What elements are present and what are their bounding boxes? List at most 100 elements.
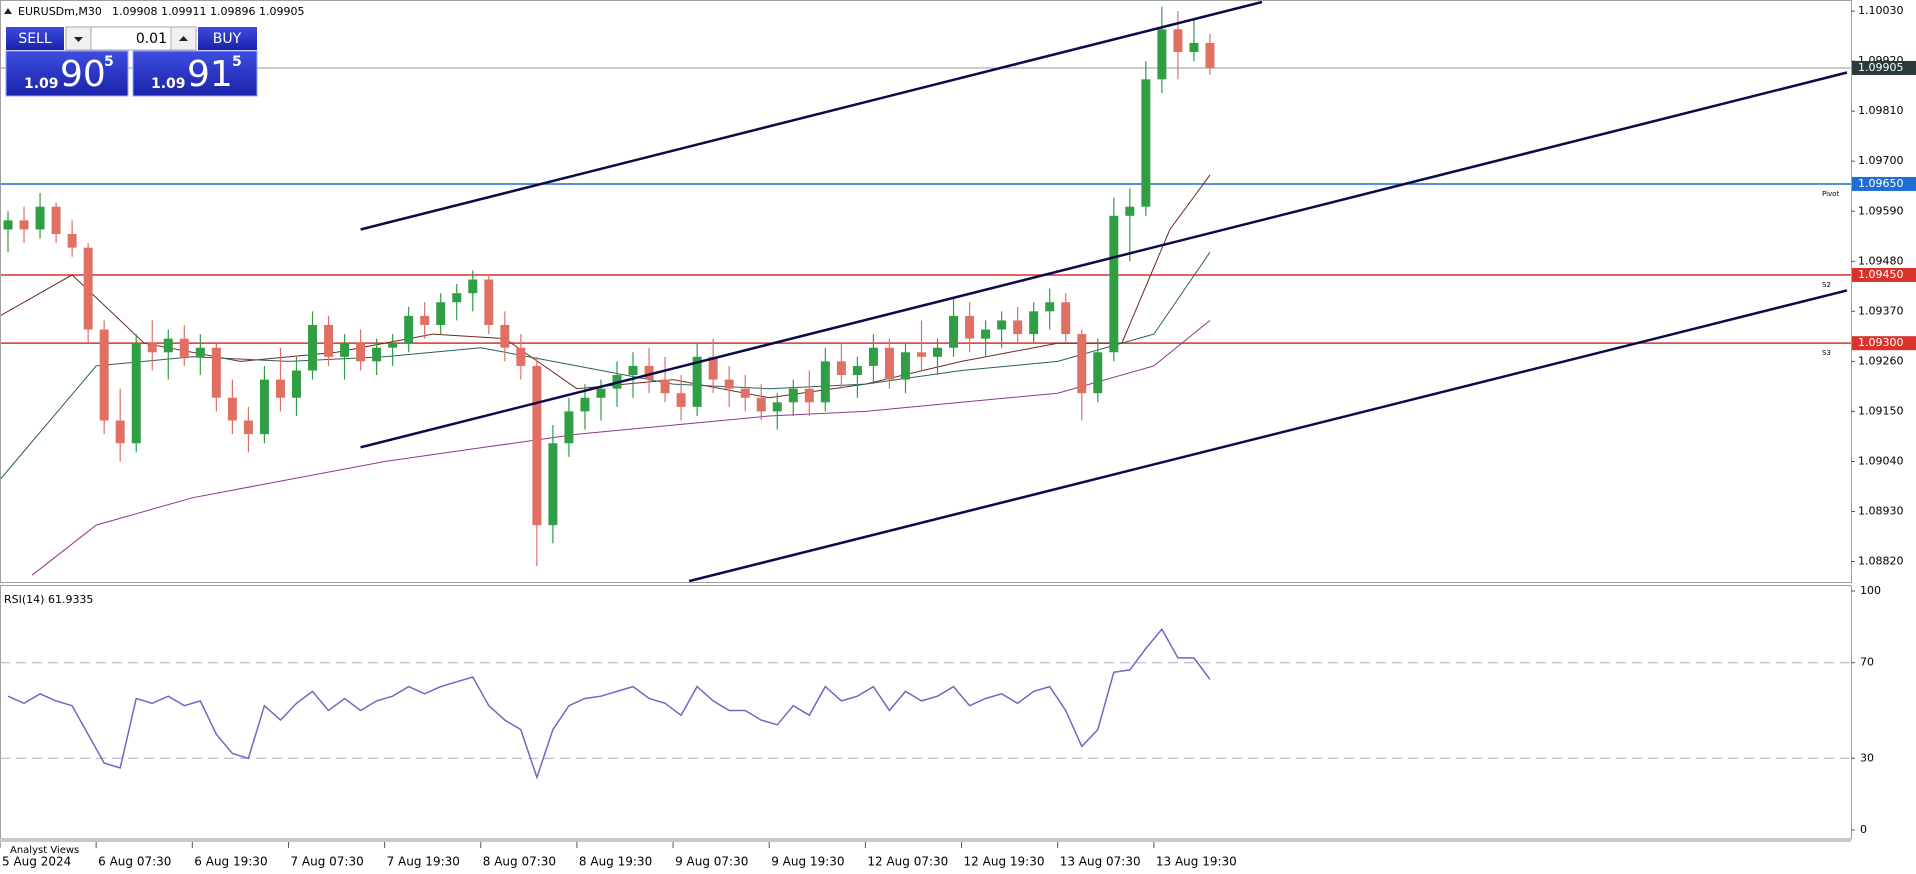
rsi-panel — [0, 585, 1852, 839]
candle-body — [965, 315, 975, 339]
candle-body — [243, 420, 253, 435]
trendline — [360, 71, 1848, 449]
candle-body — [372, 347, 382, 362]
candle-body — [259, 379, 269, 435]
candle-body — [1157, 29, 1167, 80]
candle-body — [997, 320, 1007, 330]
rsi-plot — [1, 627, 1851, 780]
y-tick-label: 1.09260 — [1858, 354, 1904, 367]
y-tick-label: 1.08930 — [1858, 504, 1904, 517]
candle-body — [500, 324, 510, 348]
y-tick-label: 1.09480 — [1858, 254, 1904, 267]
candle-body — [356, 343, 366, 362]
candle-body — [1077, 334, 1087, 394]
candle-body — [596, 388, 606, 398]
x-tick-label: 7 Aug 19:30 — [387, 855, 460, 869]
candle-body — [724, 379, 734, 389]
candle-body — [1173, 29, 1183, 53]
candle-body — [628, 365, 638, 376]
candle-body — [3, 220, 13, 230]
bid-big: 90 — [60, 54, 106, 95]
panel-separator — [0, 838, 1851, 842]
sell-button[interactable] — [6, 27, 64, 50]
candle-body — [420, 315, 430, 325]
trendline — [688, 289, 1848, 582]
buy-label[interactable]: BUY — [213, 31, 242, 47]
collapse-icon[interactable] — [4, 8, 12, 14]
x-tick-label: 12 Aug 07:30 — [867, 855, 948, 869]
bid-prefix: 1.09 — [24, 76, 59, 92]
candle-body — [147, 343, 157, 353]
candle-body — [1205, 42, 1215, 68]
axes: 1.100301.099201.098101.097001.095901.094… — [0, 4, 1916, 869]
rsi-tick-label: 70 — [1860, 656, 1874, 669]
candle-body — [35, 206, 45, 230]
y-tick-label: 1.09040 — [1858, 454, 1904, 467]
main-panel — [0, 0, 1852, 583]
candle-body — [756, 397, 766, 412]
sell-label[interactable]: SELL — [18, 31, 52, 47]
ask-box[interactable] — [132, 50, 258, 97]
x-tick-label: 6 Aug 19:30 — [194, 855, 267, 869]
candle-body — [1093, 352, 1103, 394]
y-tick-label: 1.10030 — [1858, 4, 1904, 17]
candle-body — [949, 315, 959, 348]
x-tick-label: 13 Aug 19:30 — [1156, 855, 1237, 869]
rsi-title: RSI(14) 61.9335 — [4, 593, 93, 606]
candle-body — [900, 352, 910, 380]
y-tick-label: 1.09590 — [1858, 204, 1904, 217]
y-tick-label: 1.09150 — [1858, 404, 1904, 417]
moving-average — [31, 320, 1211, 576]
x-tick-label: 13 Aug 07:30 — [1060, 855, 1141, 869]
level-name: S3 — [1822, 349, 1831, 357]
analyst-tab[interactable]: Analyst Views — [10, 845, 79, 856]
candle-body — [211, 347, 221, 398]
bid-box[interactable] — [5, 50, 129, 97]
candle-body — [404, 315, 414, 344]
symbol: EURUSDm,M30 — [18, 5, 102, 18]
candle-body — [708, 356, 718, 380]
main-plot: Pivot S2 S3 — [1, 1, 1851, 582]
candle-body — [564, 411, 574, 444]
level-box — [1852, 336, 1916, 351]
x-tick-label: 9 Aug 19:30 — [771, 855, 844, 869]
x-tick-label: 12 Aug 19:30 — [964, 855, 1045, 869]
candle-body — [1141, 79, 1151, 207]
candle-body — [660, 379, 670, 394]
level-box — [1852, 176, 1916, 191]
x-tick-label: 8 Aug 07:30 — [483, 855, 556, 869]
candle-body — [804, 388, 814, 403]
level-label: 1.09650 — [1858, 177, 1904, 190]
buy-button[interactable] — [198, 27, 257, 50]
candle-body — [772, 402, 782, 412]
candle-body — [852, 365, 862, 376]
candle-body — [179, 338, 189, 357]
candle-body — [868, 347, 878, 366]
y-tick-label: 1.09700 — [1858, 154, 1904, 167]
candle-body — [1045, 302, 1055, 312]
level-label: 1.09300 — [1858, 336, 1904, 349]
candle-body — [933, 347, 943, 357]
candle-body — [820, 361, 830, 403]
current-price-label: 1.09905 — [1858, 61, 1904, 74]
candle-body — [340, 343, 350, 357]
candle-body — [388, 343, 398, 348]
candle-body — [227, 397, 237, 421]
candle-body — [452, 293, 462, 303]
candle-body — [1125, 206, 1135, 216]
y-tick-label: 1.08820 — [1858, 555, 1904, 568]
rsi-tick-label: 100 — [1860, 584, 1881, 597]
x-tick-label: 9 Aug 07:30 — [675, 855, 748, 869]
candle-body — [516, 347, 526, 366]
trade-panel: SELL 0.01 BUY 1.09 90 5 1.09 91 5 — [5, 26, 258, 97]
candle-body — [532, 365, 542, 526]
candle-body — [1061, 302, 1071, 335]
candle-body — [884, 347, 894, 380]
candle-body — [1013, 320, 1023, 335]
up-arrow — [179, 36, 188, 41]
lot-value[interactable]: 0.01 — [136, 31, 167, 47]
level-label: 1.09450 — [1858, 268, 1904, 281]
candle-body — [468, 279, 478, 294]
